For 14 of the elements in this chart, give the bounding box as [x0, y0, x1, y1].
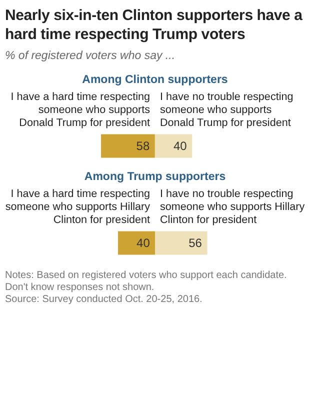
- text: Notes: Based on registered voters who support each candidate. Don't know responses not shown.: [5, 270, 288, 294]
- series-label: I have a hard time respecting someone who supports Donald Trump for president: [10, 91, 151, 130]
- source-note: Source: Survey conducted Oct. 20-25, 2016.: [5, 294, 204, 306]
- series-label: I have no trouble respecting someone who supports Hillary Clinton for president: [159, 188, 305, 227]
- data-label: 56: [188, 236, 202, 250]
- series-label: I have a hard time respecting someone who supports Hillary Clinton for president: [5, 188, 151, 227]
- series-label: I have no trouble respecting someone who supports Donald Trump for president: [159, 91, 294, 130]
- data-label: 40: [136, 236, 150, 250]
- chart-title: Among Trump supporters: [83, 171, 227, 183]
- data-label: 58: [136, 139, 150, 153]
- chart-subtitle: % of registered voters who say ...: [5, 50, 176, 62]
- text: Among Clinton supporters: [81, 74, 229, 86]
- chart-title: Nearly six-in-ten Clinton supporters have a hard time respecting Trump voters: [5, 6, 304, 44]
- data-label: 40: [174, 139, 188, 153]
